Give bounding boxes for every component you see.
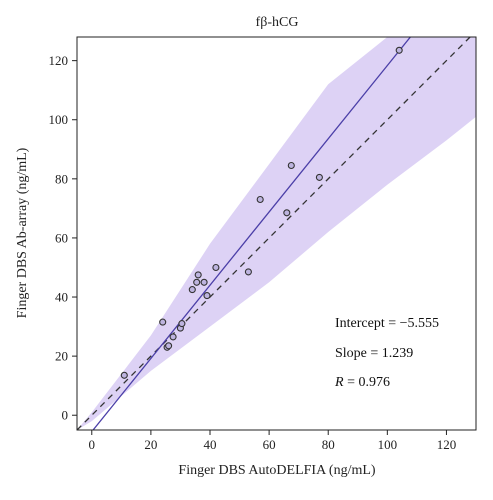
data-point	[188, 286, 196, 294]
data-point	[315, 173, 323, 181]
x-tick-label: 20	[144, 437, 157, 452]
r-annotation: R = 0.976	[334, 375, 390, 390]
y-tick-label: 0	[62, 408, 69, 423]
data-point	[169, 333, 177, 341]
y-axis: 0 20 40 60 80 100 120	[49, 53, 77, 423]
x-tick-label: 60	[263, 437, 276, 452]
line-layer	[77, 37, 472, 430]
x-axis: 0 20 40 60 80 100 120	[89, 430, 457, 452]
data-point	[395, 46, 403, 54]
point-layer	[120, 46, 403, 379]
y-axis-label: Finger DBS Ab-array (ng/mL)	[15, 147, 30, 318]
data-point	[200, 278, 208, 286]
r-value: = 0.976	[344, 375, 390, 390]
data-point	[287, 161, 295, 170]
data-point	[244, 268, 252, 276]
confidence-band	[77, 37, 476, 430]
r-symbol: R	[334, 375, 344, 390]
data-point	[178, 320, 186, 328]
x-tick-label: 120	[437, 437, 457, 452]
data-point	[256, 195, 264, 204]
data-point	[159, 318, 167, 326]
y-tick-label: 60	[55, 230, 68, 245]
x-tick-label: 0	[89, 437, 96, 452]
intercept-annotation: Intercept = −5.555	[335, 316, 439, 331]
data-point	[193, 278, 201, 286]
x-tick-label: 40	[204, 437, 217, 452]
y-tick-label: 40	[55, 290, 68, 305]
data-point	[165, 342, 173, 350]
y-tick-label: 80	[55, 171, 68, 186]
plot-frame	[76, 36, 477, 431]
data-point	[283, 209, 291, 217]
data-point	[194, 271, 202, 279]
data-point	[120, 371, 128, 379]
slope-annotation: Slope = 1.239	[335, 346, 413, 361]
x-tick-label: 80	[322, 437, 335, 452]
band-layer	[77, 37, 476, 430]
x-tick-label: 100	[378, 437, 398, 452]
data-point	[203, 292, 211, 300]
y-tick-label: 20	[55, 349, 68, 364]
y-tick-label: 100	[49, 112, 69, 127]
regression-line	[92, 37, 412, 430]
data-point	[212, 263, 220, 272]
chart-title: fβ-hCG	[256, 15, 299, 30]
y-tick-label: 120	[49, 53, 69, 68]
x-axis-label: Finger DBS AutoDELFIA (ng/mL)	[178, 463, 376, 478]
